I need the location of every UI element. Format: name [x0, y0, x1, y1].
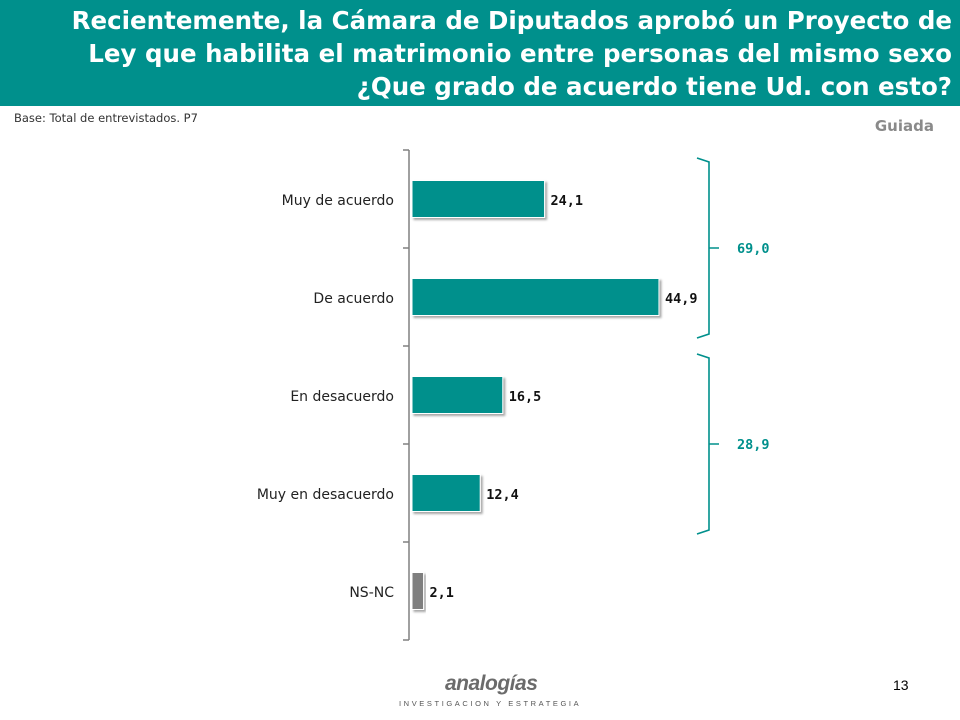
- group-total-label: 69,0: [737, 241, 770, 257]
- page-title: Recientemente, la Cámara de Diputados ap…: [71, 6, 952, 101]
- logo-tagline: INVESTIGACION Y ESTRATEGIA: [399, 699, 582, 708]
- category-label: De acuerdo: [313, 291, 394, 307]
- question-type-label: Guiada: [874, 117, 934, 135]
- data-label: 2,1: [430, 585, 454, 601]
- bar: [411, 278, 660, 316]
- bar: [411, 572, 425, 610]
- company-logo: analogías INVESTIGACION Y ESTRATEGIA: [395, 672, 595, 716]
- group-bracket: [696, 353, 719, 535]
- bar: [411, 376, 504, 414]
- group-total-label: 28,9: [737, 437, 770, 453]
- data-label: 12,4: [486, 487, 519, 503]
- base-note: Base: Total de entrevistados. P7: [14, 111, 198, 125]
- page-number: 13: [893, 677, 909, 693]
- category-label: Muy en desacuerdo: [257, 487, 394, 503]
- logo-name: analogías: [445, 672, 538, 695]
- category-label: Muy de acuerdo: [282, 193, 394, 209]
- category-label: NS-NC: [349, 585, 394, 601]
- data-label: 24,1: [551, 193, 584, 209]
- data-label: 16,5: [509, 389, 542, 405]
- data-label: 44,9: [665, 291, 698, 307]
- bar: [411, 474, 481, 512]
- bar: [411, 180, 546, 218]
- category-label: En desacuerdo: [290, 389, 394, 405]
- header-band: Recientemente, la Cámara de Diputados ap…: [0, 0, 960, 106]
- group-bracket: [696, 157, 719, 339]
